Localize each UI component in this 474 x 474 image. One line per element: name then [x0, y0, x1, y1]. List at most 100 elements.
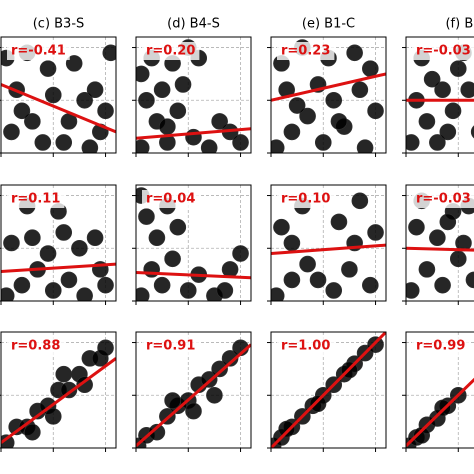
point: [24, 423, 41, 441]
point: [367, 102, 384, 120]
axes-frame: [405, 331, 474, 449]
point: [271, 287, 285, 301]
point: [148, 423, 166, 441]
point: [330, 213, 348, 231]
point: [86, 229, 104, 247]
point: [60, 271, 78, 289]
annotation-box: [7, 42, 70, 60]
point: [1, 434, 15, 448]
point: [434, 276, 451, 294]
point: [221, 350, 239, 367]
point: [367, 224, 384, 241]
point: [351, 192, 369, 210]
point: [3, 123, 20, 141]
point: [153, 81, 171, 99]
point: [179, 282, 197, 299]
point: [434, 399, 451, 417]
point: [206, 386, 223, 404]
annotation: r=0.11: [11, 192, 60, 207]
annotation-box: [277, 42, 335, 60]
point: [44, 282, 62, 299]
point: [341, 261, 358, 278]
annotation: r=-0.41: [11, 44, 66, 59]
panel: (c) B3-S r=-0.41: [0, 17, 117, 157]
panel-title: (f) B2: [445, 17, 474, 32]
point: [314, 134, 332, 151]
point: [434, 81, 451, 99]
panel-title: (e) B1-C: [302, 17, 355, 32]
point: [44, 86, 62, 104]
plot-area: [1, 185, 116, 301]
panel-title: (c) B3-S: [33, 17, 85, 32]
panel: r=0.11: [0, 184, 117, 305]
annotation: r=0.10: [281, 192, 330, 207]
point: [39, 60, 57, 77]
annotation-box: [142, 337, 200, 355]
point: [439, 213, 457, 231]
point: [13, 276, 31, 294]
point: [283, 271, 301, 289]
point: [86, 81, 104, 99]
axes-frame: [270, 184, 387, 302]
axes-frame: [0, 184, 117, 302]
point: [362, 276, 379, 294]
annotation-box: [412, 337, 470, 355]
axes-frame: [135, 331, 252, 449]
point: [211, 113, 228, 130]
panel: r=0.88: [0, 331, 117, 452]
plot-area: [1, 332, 116, 448]
axes-frame: [0, 36, 117, 154]
point: [449, 250, 467, 268]
point: [76, 287, 93, 301]
panel: r=0.04: [132, 184, 252, 305]
point: [3, 234, 20, 252]
annotation: r=0.20: [146, 44, 195, 59]
point: [97, 276, 114, 294]
annotation-box: [412, 42, 474, 60]
annotation-box: [277, 190, 335, 208]
point: [159, 118, 176, 135]
point: [1, 287, 15, 301]
point: [232, 134, 249, 151]
point: [413, 427, 430, 444]
annotation-box: [277, 337, 335, 355]
point: [76, 376, 93, 394]
point: [325, 91, 343, 109]
panel: r=0.91: [132, 331, 252, 452]
fit-line: [406, 377, 474, 447]
point: [97, 102, 114, 120]
plot-area: [271, 185, 386, 301]
point: [81, 139, 99, 153]
fit-line: [1, 357, 116, 444]
point: [271, 139, 285, 153]
annotation: r=0.88: [11, 339, 60, 354]
point: [362, 60, 379, 77]
annotation-box: [412, 190, 474, 208]
point: [164, 392, 181, 409]
point: [283, 123, 301, 141]
point: [24, 113, 41, 130]
annotation: r=0.23: [281, 44, 330, 59]
panel: r=0.99: [402, 331, 474, 452]
point: [299, 107, 316, 125]
fit-line: [271, 72, 386, 102]
point: [406, 282, 420, 299]
point: [288, 97, 306, 114]
point: [299, 255, 316, 273]
point: [153, 276, 171, 294]
point: [232, 245, 249, 262]
point: [164, 250, 181, 268]
point: [24, 229, 41, 247]
point: [169, 102, 187, 120]
point: [221, 261, 239, 278]
point: [470, 125, 474, 139]
point: [148, 229, 166, 247]
point: [136, 287, 150, 301]
fit-line: [136, 271, 251, 280]
point: [34, 134, 52, 151]
point: [138, 91, 155, 109]
panel-title: (d) B4-S: [167, 17, 220, 32]
plot-area: [271, 37, 386, 153]
annotation: r=-0.03: [416, 192, 471, 207]
